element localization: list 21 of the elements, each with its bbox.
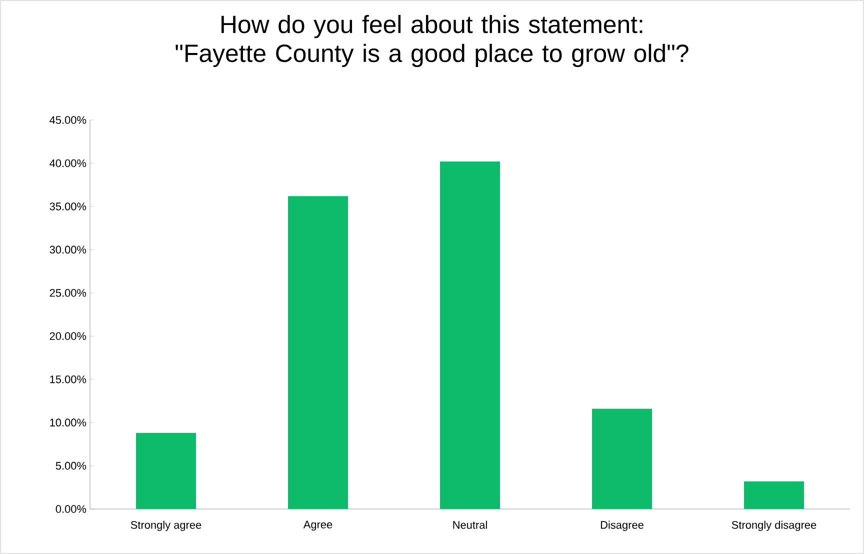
y-tick-label: 10.00% [50, 418, 86, 426]
y-tick-label: 5.00% [56, 462, 86, 470]
y-tick-label: 15.00% [50, 375, 86, 384]
y-tick-label: 25.00% [50, 289, 86, 297]
x-tick-label: Agree [303, 520, 332, 531]
bar [744, 481, 804, 509]
y-tick-label: 45.00% [50, 116, 86, 124]
y-tick-label: 20.00% [50, 332, 86, 340]
x-tick-label: Strongly disagree [732, 520, 816, 531]
bar [592, 408, 652, 509]
x-tick-label: Neutral [453, 520, 487, 529]
y-tick-label: 40.00% [50, 159, 86, 168]
y-tick-label: 35.00% [50, 202, 86, 210]
x-tick-label: Disagree [600, 520, 644, 531]
chart-title: How do you feel about this statement: "Fayette County is a good place to grow old"? [176, 14, 688, 68]
bar [440, 161, 500, 509]
bar [136, 432, 196, 509]
y-tick-label: 30.00% [50, 246, 86, 254]
x-tick-label: Strongly agree [130, 520, 202, 531]
y-tick-label: 0.00% [56, 505, 86, 513]
bar [288, 196, 348, 509]
